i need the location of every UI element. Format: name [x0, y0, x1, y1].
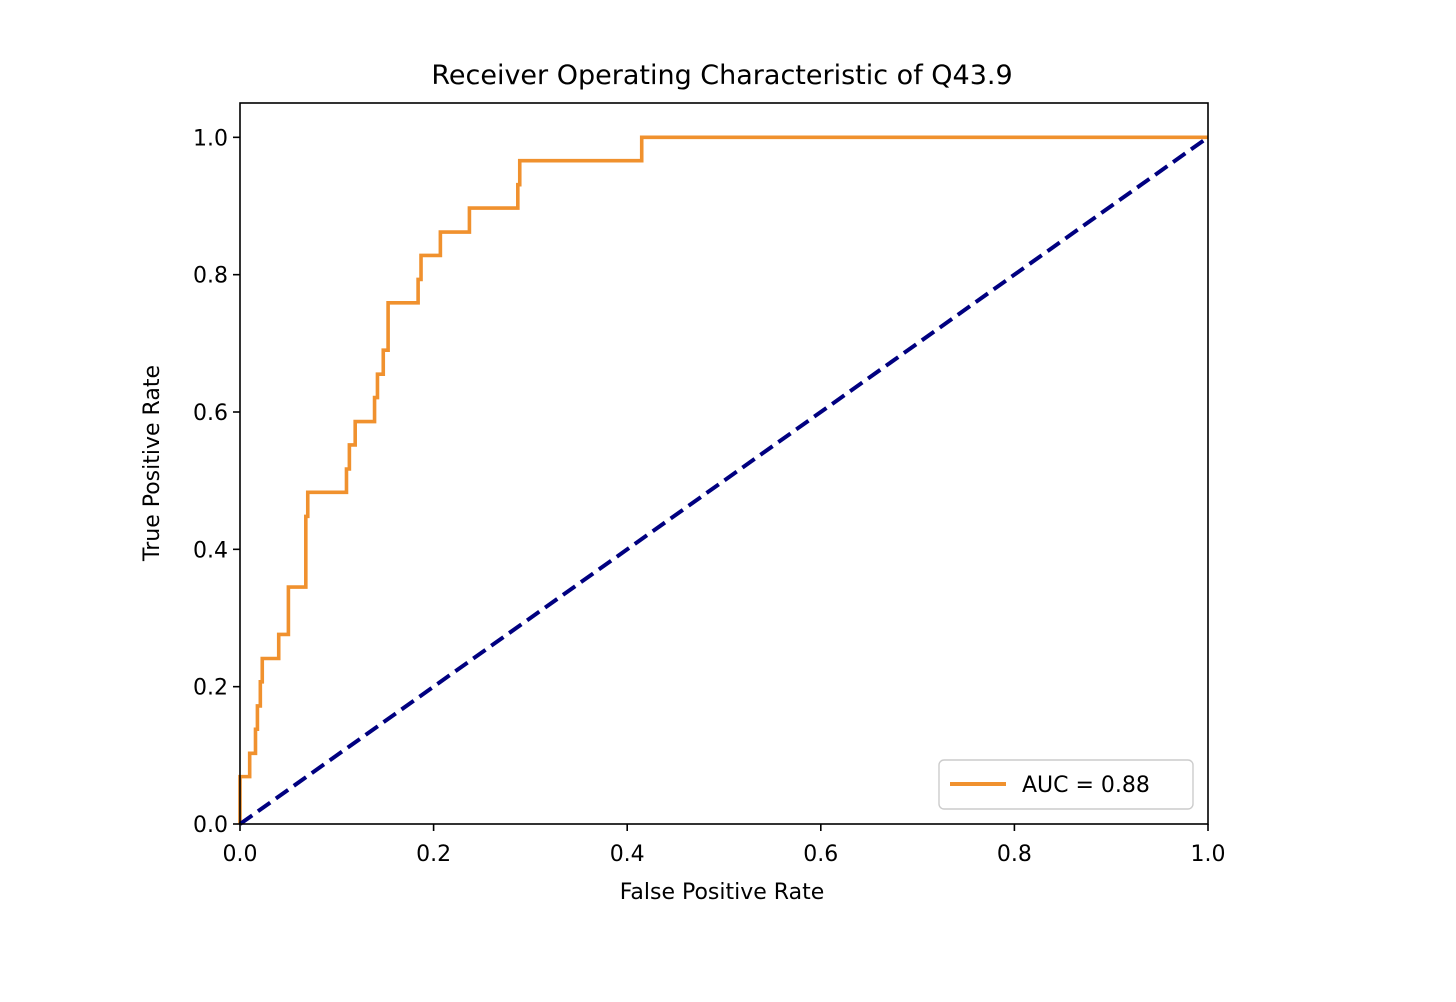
roc-curve-line: [238, 135, 1208, 824]
x-tick-label: 0.2: [416, 842, 451, 867]
x-axis-ticks: 0.0 0.2 0.4 0.6 0.8 1.0: [223, 824, 1226, 867]
x-axis-label: False Positive Rate: [620, 880, 824, 905]
legend-box: [938, 759, 1194, 810]
x-tick-label: 0.6: [803, 842, 838, 867]
legend-entry-label: AUC = 0.88: [1022, 773, 1150, 798]
plot-area: [238, 102, 1210, 826]
y-axis-ticks: 0.0 0.2 0.4 0.6 0.8 1.0: [193, 126, 240, 838]
series-layer: [238, 135, 1210, 826]
legend: AUC = 0.88: [938, 759, 1194, 810]
y-tick-label: 1.0: [193, 126, 228, 151]
plot-background: [240, 103, 1208, 824]
plot-frame: [239, 102, 1209, 825]
y-tick-label: 0.8: [193, 264, 228, 289]
x-tick-label: 1.0: [1191, 842, 1226, 867]
x-tick-label: 0.0: [223, 842, 258, 867]
x-tick-label: 0.8: [997, 842, 1032, 867]
x-tick-label: 0.4: [610, 842, 645, 867]
y-tick-label: 0.2: [193, 676, 228, 701]
chart-title: Receiver Operating Characteristic of Q43…: [431, 60, 1012, 91]
y-tick-label: 0.0: [193, 813, 228, 838]
y-tick-label: 0.6: [193, 401, 228, 426]
y-tick-label: 0.4: [193, 538, 228, 563]
y-axis-label: True Positive Rate: [140, 365, 165, 562]
